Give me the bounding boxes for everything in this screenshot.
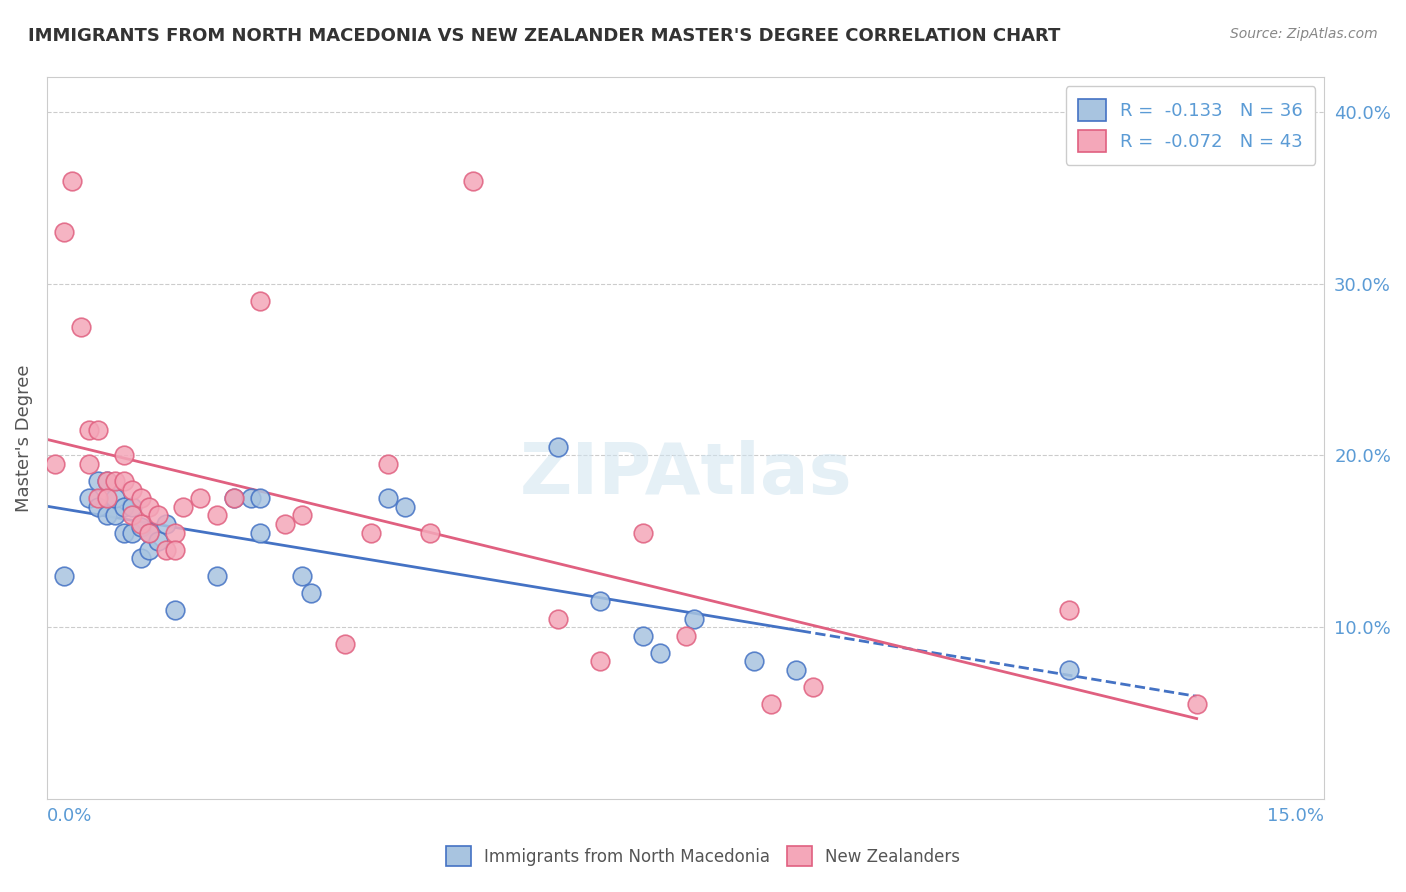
Point <box>249 293 271 308</box>
Point <box>249 491 271 506</box>
Point <box>138 525 160 540</box>
Point <box>240 491 263 506</box>
Point <box>87 474 110 488</box>
Point <box>79 423 101 437</box>
Point <box>104 508 127 523</box>
Point <box>589 594 612 608</box>
Point <box>129 491 152 506</box>
Point <box>759 698 782 712</box>
Point <box>129 520 152 534</box>
Point <box>274 516 297 531</box>
Point <box>291 568 314 582</box>
Point <box>112 525 135 540</box>
Point <box>360 525 382 540</box>
Point <box>121 525 143 540</box>
Point <box>648 646 671 660</box>
Point <box>785 663 807 677</box>
Legend: R =  -0.133   N = 36, R =  -0.072   N = 43: R = -0.133 N = 36, R = -0.072 N = 43 <box>1066 87 1316 165</box>
Point <box>333 637 356 651</box>
Point <box>104 491 127 506</box>
Point <box>52 568 75 582</box>
Point <box>96 491 118 506</box>
Point <box>224 491 246 506</box>
Point <box>547 611 569 625</box>
Point <box>249 525 271 540</box>
Point <box>547 440 569 454</box>
Point <box>163 542 186 557</box>
Point <box>129 551 152 566</box>
Point <box>675 629 697 643</box>
Point <box>138 500 160 514</box>
Legend: Immigrants from North Macedonia, New Zealanders: Immigrants from North Macedonia, New Zea… <box>437 838 969 875</box>
Point <box>87 423 110 437</box>
Point <box>96 474 118 488</box>
Point <box>121 483 143 497</box>
Point <box>742 655 765 669</box>
Point <box>1185 698 1208 712</box>
Point <box>683 611 706 625</box>
Point <box>121 508 143 523</box>
Point <box>87 491 110 506</box>
Point <box>205 508 228 523</box>
Point <box>291 508 314 523</box>
Point <box>146 534 169 549</box>
Point <box>461 173 484 187</box>
Point <box>172 500 194 514</box>
Point <box>112 500 135 514</box>
Point <box>96 474 118 488</box>
Point <box>205 568 228 582</box>
Text: Source: ZipAtlas.com: Source: ZipAtlas.com <box>1230 27 1378 41</box>
Point <box>70 319 93 334</box>
Point <box>589 655 612 669</box>
Point <box>112 474 135 488</box>
Point <box>419 525 441 540</box>
Point <box>631 629 654 643</box>
Point <box>394 500 416 514</box>
Text: ZIPAtlas: ZIPAtlas <box>519 440 852 508</box>
Point <box>87 500 110 514</box>
Point <box>631 525 654 540</box>
Point <box>299 586 322 600</box>
Point <box>44 457 66 471</box>
Point <box>146 508 169 523</box>
Point <box>104 474 127 488</box>
Point <box>79 491 101 506</box>
Y-axis label: Master's Degree: Master's Degree <box>15 365 32 512</box>
Point <box>163 525 186 540</box>
Point <box>155 516 177 531</box>
Point <box>803 680 825 694</box>
Point <box>121 500 143 514</box>
Point <box>138 525 160 540</box>
Point <box>112 448 135 462</box>
Point <box>377 491 399 506</box>
Text: IMMIGRANTS FROM NORTH MACEDONIA VS NEW ZEALANDER MASTER'S DEGREE CORRELATION CHA: IMMIGRANTS FROM NORTH MACEDONIA VS NEW Z… <box>28 27 1060 45</box>
Point <box>224 491 246 506</box>
Point <box>188 491 211 506</box>
Point <box>1057 603 1080 617</box>
Point <box>52 225 75 239</box>
Point <box>79 457 101 471</box>
Point <box>163 603 186 617</box>
Text: 0.0%: 0.0% <box>46 806 93 824</box>
Point <box>1057 663 1080 677</box>
Point <box>155 542 177 557</box>
Point <box>377 457 399 471</box>
Point <box>96 508 118 523</box>
Point <box>62 173 84 187</box>
Text: 15.0%: 15.0% <box>1267 806 1324 824</box>
Point <box>138 542 160 557</box>
Point <box>129 516 152 531</box>
